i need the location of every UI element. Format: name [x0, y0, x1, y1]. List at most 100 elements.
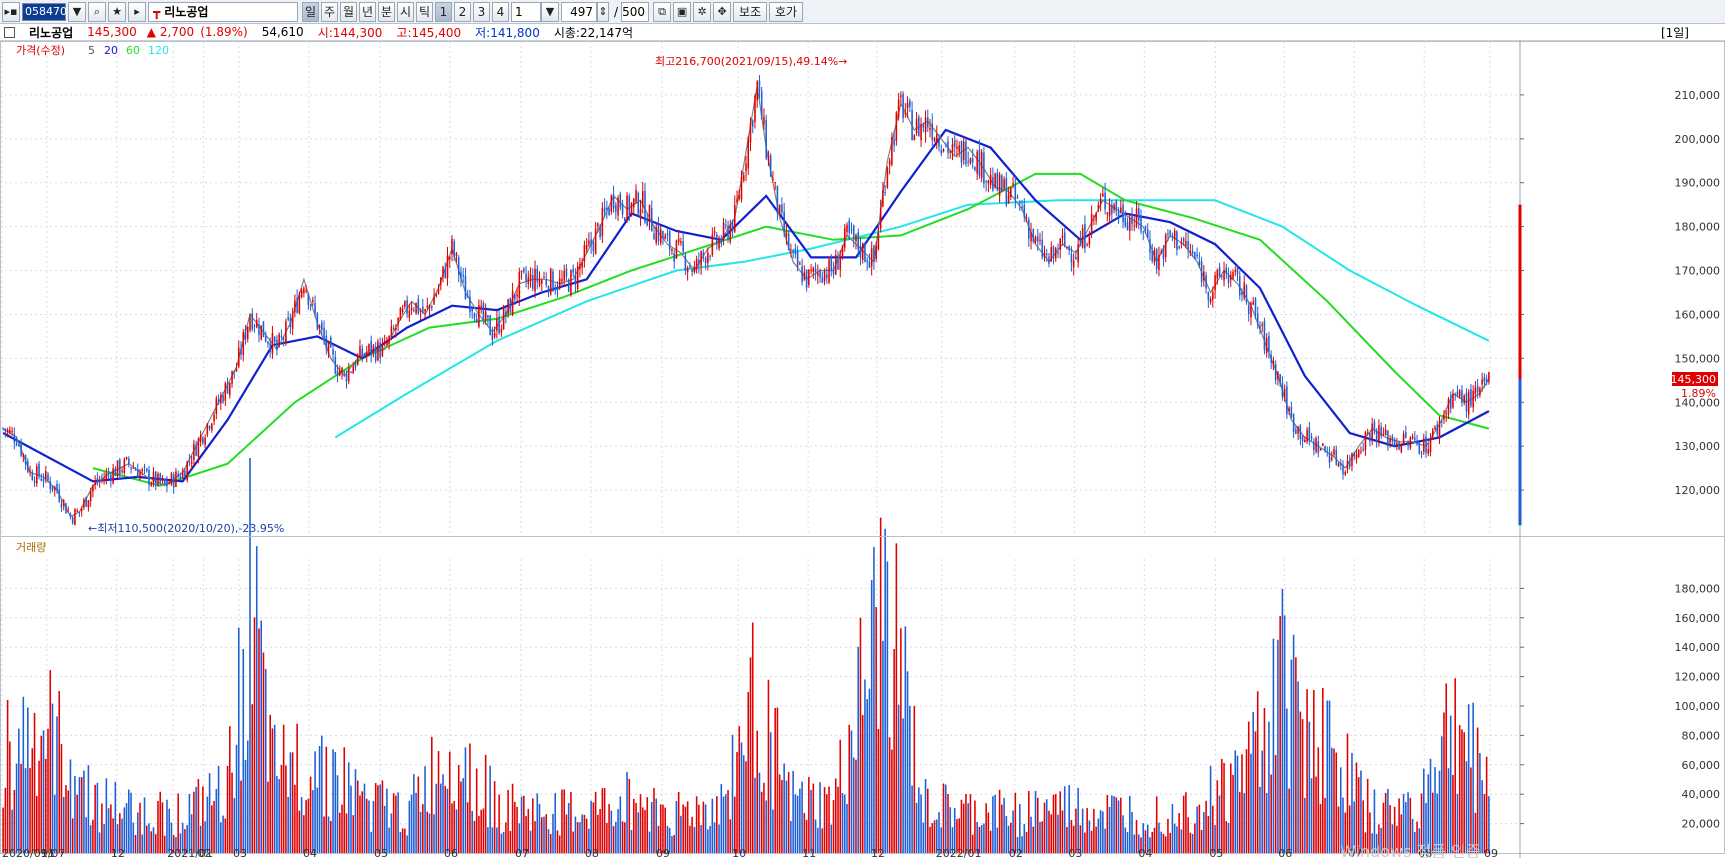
volume-bar [947, 794, 949, 853]
volume-bar [754, 777, 756, 853]
candle-body [1297, 426, 1299, 434]
candle-body [426, 305, 429, 308]
candle-body [489, 315, 491, 336]
candle-body [1344, 472, 1347, 475]
period-week-button[interactable]: 주 [321, 1, 338, 22]
period-day-button[interactable]: 일 [302, 1, 319, 22]
candle-body [1339, 462, 1342, 465]
candle-body [1346, 460, 1349, 469]
stock-code-input[interactable]: 058470 [22, 2, 67, 21]
candle-body [343, 371, 346, 373]
volume-bar [648, 831, 651, 853]
arrow-right-icon[interactable]: ▸ [128, 1, 146, 22]
candle-body [1416, 440, 1418, 445]
volume-bar [823, 787, 826, 853]
volume-bar [1389, 805, 1391, 853]
volume-bar [567, 802, 570, 853]
candle-body [1483, 376, 1486, 383]
candle-body [971, 158, 974, 163]
volume-bar [500, 833, 503, 853]
count-1-button[interactable]: 1 [435, 1, 452, 22]
volume-bar [1326, 700, 1329, 853]
candle-body [188, 460, 191, 462]
volume-bar [992, 796, 994, 853]
volume-bar [471, 810, 473, 853]
candle-body [237, 347, 240, 367]
volume-bar [722, 796, 725, 853]
candle-body [772, 178, 774, 180]
new-window-icon[interactable]: ⧉ [653, 1, 672, 22]
spin-icon[interactable]: ⇕ [597, 1, 609, 22]
aux-button[interactable]: 보조 [733, 1, 768, 22]
volume-bar [626, 772, 628, 853]
candle-body [1196, 254, 1198, 257]
volume-bar [1313, 690, 1315, 853]
candle-body [417, 298, 420, 314]
period-year-button[interactable]: 년 [359, 1, 376, 22]
candle-body [69, 514, 72, 517]
volume-bar [1420, 793, 1423, 853]
count-3-button[interactable]: 3 [473, 1, 490, 22]
candle-body [646, 219, 649, 226]
candle-body [832, 268, 835, 275]
candle-body [940, 149, 943, 154]
candle-body [965, 141, 967, 165]
candle-body [300, 290, 303, 297]
save-icon[interactable]: ▣ [673, 1, 692, 22]
period-month-button[interactable]: 월 [340, 1, 357, 22]
volume-bar [821, 828, 824, 853]
quote-button[interactable]: 호가 [769, 1, 804, 22]
candle-body [1304, 440, 1306, 443]
candle-body [821, 277, 824, 283]
candle-body [107, 473, 110, 475]
move-icon[interactable]: ✥ [713, 1, 732, 22]
star-icon[interactable]: ★ [108, 1, 126, 22]
candle-body [511, 291, 514, 316]
candle-body [1292, 414, 1295, 432]
volume-bar [1209, 765, 1212, 853]
candle-body [639, 209, 642, 217]
candle-body [579, 264, 581, 270]
count-2-button[interactable]: 2 [454, 1, 471, 22]
search-icon[interactable]: ⌕ [88, 1, 106, 22]
candle-body [635, 189, 637, 202]
candle-body [498, 316, 500, 334]
candle-body [1115, 200, 1118, 212]
gear-icon[interactable]: ✲ [693, 1, 712, 22]
period-tick-button[interactable]: 틱 [416, 1, 433, 22]
candle-body [206, 423, 209, 435]
count-4-button[interactable]: 4 [492, 1, 509, 22]
period-minute-button[interactable]: 분 [378, 1, 395, 22]
interval-dropdown-icon[interactable]: ▼ [541, 1, 559, 22]
volume-bar [1479, 753, 1481, 853]
volume-bar [913, 705, 916, 853]
volume-bar [1483, 793, 1486, 853]
volume-bar [9, 741, 11, 853]
volume-bar [1407, 792, 1409, 853]
volume-bar [276, 776, 278, 853]
x-tick-label: 12 [871, 847, 885, 858]
candle-body [1452, 393, 1454, 408]
candle-body [186, 461, 188, 481]
candle-body [1185, 241, 1187, 246]
candle-body [1254, 298, 1257, 314]
candle-body [18, 444, 20, 446]
volume-bar [733, 796, 736, 853]
stock-name-field[interactable]: ┳ 리노공업 [148, 1, 298, 22]
candle-body [792, 249, 794, 252]
volume-bar [693, 827, 696, 853]
volume-bar [1236, 755, 1239, 853]
interval-input[interactable]: 1 [511, 1, 541, 22]
candle-body [998, 174, 1001, 196]
dropdown-icon[interactable]: ▼ [68, 1, 86, 22]
checkbox[interactable] [4, 26, 15, 38]
menu-toggle-icon[interactable]: ▸▪ [2, 1, 20, 22]
candle-body [935, 134, 938, 142]
info-open: 시:144,300 [317, 25, 383, 40]
display-count-input[interactable]: 497 [561, 1, 597, 22]
candle-body [1207, 292, 1210, 300]
candle-body [659, 229, 662, 243]
x-tick-label: 03 [233, 847, 247, 858]
candle-body [677, 238, 680, 242]
period-hour-button[interactable]: 시 [397, 1, 414, 22]
